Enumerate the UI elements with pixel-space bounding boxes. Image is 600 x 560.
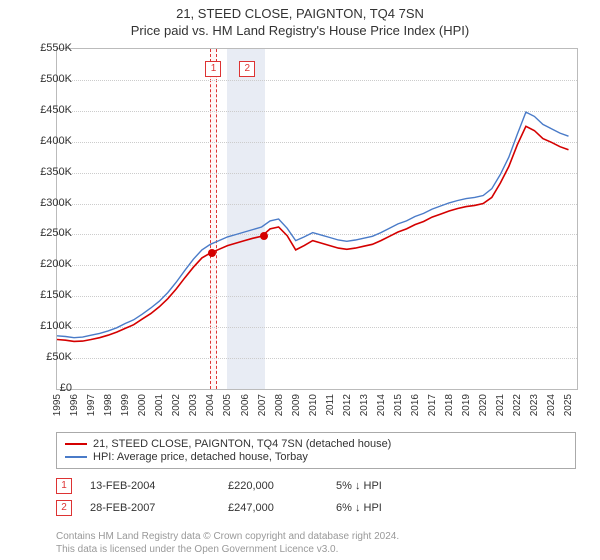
xtick-label: 2012 <box>342 394 353 416</box>
sale-row-2: 2 28-FEB-2007 £247,000 6% ↓ HPI <box>56 500 576 516</box>
xtick-label: 2024 <box>546 394 557 416</box>
ytick-label: £200K <box>32 258 72 270</box>
xtick-label: 1999 <box>120 394 131 416</box>
ytick-label: £50K <box>32 351 72 363</box>
xtick-label: 2005 <box>222 394 233 416</box>
xtick-label: 2008 <box>274 394 285 416</box>
xtick-label: 2013 <box>359 394 370 416</box>
xtick-label: 2010 <box>308 394 319 416</box>
sale-marker-1: 1 <box>205 61 221 77</box>
sale-date: 13-FEB-2004 <box>90 480 210 492</box>
title-subtitle: Price paid vs. HM Land Registry's House … <box>0 23 600 38</box>
title-address: 21, STEED CLOSE, PAIGNTON, TQ4 7SN <box>0 6 600 21</box>
footer-line1: Contains HM Land Registry data © Crown c… <box>56 530 399 543</box>
xtick-label: 2000 <box>137 394 148 416</box>
xtick-label: 2020 <box>478 394 489 416</box>
price-chart: 12 <box>56 48 578 390</box>
xtick-label: 2002 <box>171 394 182 416</box>
xtick-label: 2017 <box>427 394 438 416</box>
xtick-label: 2004 <box>205 394 216 416</box>
xtick-label: 2007 <box>257 394 268 416</box>
xtick-label: 1997 <box>86 394 97 416</box>
xtick-label: 2003 <box>188 394 199 416</box>
xtick-label: 2006 <box>240 394 251 416</box>
ytick-label: £150K <box>32 289 72 301</box>
sale-price: £220,000 <box>228 480 318 492</box>
sale-point <box>208 249 216 257</box>
ytick-label: £550K <box>32 42 72 54</box>
footer-line2: This data is licensed under the Open Gov… <box>56 543 399 556</box>
xtick-label: 1995 <box>52 394 63 416</box>
sale-row-1: 1 13-FEB-2004 £220,000 5% ↓ HPI <box>56 478 576 494</box>
xtick-label: 1996 <box>69 394 80 416</box>
sale-delta: 6% ↓ HPI <box>336 502 382 514</box>
sale-delta: 5% ↓ HPI <box>336 480 382 492</box>
xtick-label: 2018 <box>444 394 455 416</box>
ytick-label: £400K <box>32 135 72 147</box>
footer-attribution: Contains HM Land Registry data © Crown c… <box>56 530 399 556</box>
xtick-label: 2015 <box>393 394 404 416</box>
xtick-label: 2014 <box>376 394 387 416</box>
sale-date: 28-FEB-2007 <box>90 502 210 514</box>
sale-point <box>260 232 268 240</box>
xtick-label: 2022 <box>512 394 523 416</box>
legend-row: 21, STEED CLOSE, PAIGNTON, TQ4 7SN (deta… <box>65 438 567 450</box>
sale-marker-inline-2: 2 <box>56 500 72 516</box>
xtick-label: 2021 <box>495 394 506 416</box>
xtick-label: 2023 <box>529 394 540 416</box>
xtick-label: 2001 <box>154 394 165 416</box>
ytick-label: £500K <box>32 73 72 85</box>
ytick-label: £350K <box>32 166 72 178</box>
legend-row: HPI: Average price, detached house, Torb… <box>65 451 567 463</box>
legend-swatch <box>65 443 87 445</box>
ytick-label: £250K <box>32 227 72 239</box>
ytick-label: £100K <box>32 320 72 332</box>
legend-label: HPI: Average price, detached house, Torb… <box>93 451 308 463</box>
legend-label: 21, STEED CLOSE, PAIGNTON, TQ4 7SN (deta… <box>93 438 391 450</box>
sale-marker-2: 2 <box>239 61 255 77</box>
sale-price: £247,000 <box>228 502 318 514</box>
ytick-label: £0 <box>32 382 72 394</box>
xtick-label: 2009 <box>291 394 302 416</box>
sale-marker-inline-1: 1 <box>56 478 72 494</box>
ytick-label: £300K <box>32 197 72 209</box>
legend: 21, STEED CLOSE, PAIGNTON, TQ4 7SN (deta… <box>56 432 576 469</box>
xtick-label: 2016 <box>410 394 421 416</box>
legend-swatch <box>65 456 87 458</box>
xtick-label: 2019 <box>461 394 472 416</box>
xtick-label: 2025 <box>563 394 574 416</box>
xtick-label: 2011 <box>325 394 336 416</box>
ytick-label: £450K <box>32 104 72 116</box>
xtick-label: 1998 <box>103 394 114 416</box>
